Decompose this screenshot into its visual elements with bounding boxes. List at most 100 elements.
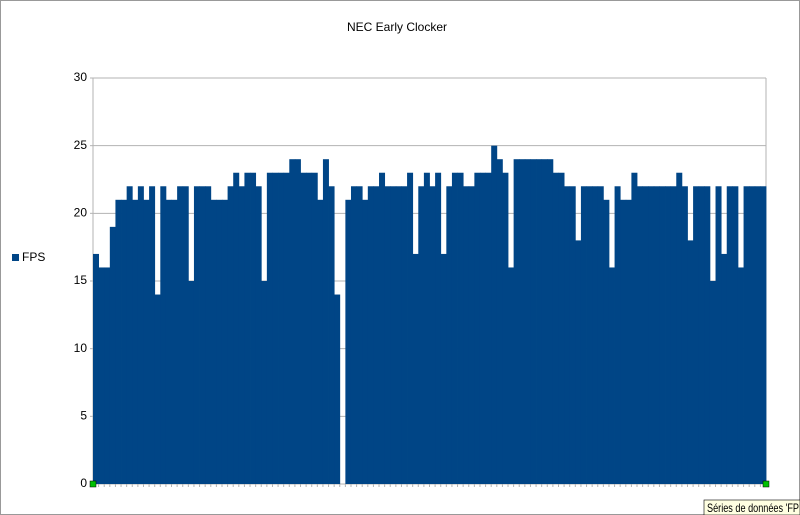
bar — [250, 172, 257, 484]
bar — [648, 186, 655, 484]
bar — [160, 186, 167, 484]
bar — [541, 159, 548, 484]
bar — [278, 172, 285, 484]
bar — [244, 172, 251, 484]
bar — [681, 186, 688, 484]
bar — [547, 159, 554, 484]
bar — [345, 199, 352, 485]
bar — [255, 186, 262, 484]
bar — [446, 186, 453, 484]
bar — [317, 199, 324, 485]
bar — [412, 253, 419, 484]
y-tick-label: 5 — [80, 409, 87, 423]
bar — [322, 159, 329, 484]
bar — [642, 186, 649, 484]
legend-label: FPS — [22, 250, 45, 264]
bar — [620, 199, 627, 485]
bar — [115, 199, 122, 485]
bar — [530, 159, 537, 484]
bar — [625, 199, 632, 485]
bar — [177, 186, 184, 484]
bar — [210, 199, 217, 485]
bar — [221, 199, 228, 485]
bar — [227, 186, 234, 484]
bar — [508, 267, 515, 484]
bar — [121, 199, 128, 485]
bar — [435, 172, 442, 484]
tooltip-text: Séries de données 'FP — [707, 501, 799, 515]
bar — [760, 186, 767, 484]
bar — [137, 186, 144, 484]
bar — [474, 172, 481, 484]
bar — [536, 159, 543, 484]
bar — [451, 172, 458, 484]
bar — [631, 172, 638, 484]
bar — [182, 186, 189, 484]
bar — [193, 186, 200, 484]
bar — [199, 186, 206, 484]
bar — [468, 186, 475, 484]
bar — [367, 186, 374, 484]
bar — [569, 186, 576, 484]
bar — [676, 172, 683, 484]
bar — [592, 186, 599, 484]
bar — [721, 253, 728, 484]
bar — [440, 253, 447, 484]
selection-handle — [762, 480, 770, 488]
bar — [126, 186, 133, 484]
bar — [165, 199, 172, 485]
bar — [149, 186, 156, 484]
selection-handle — [89, 480, 97, 488]
bar — [429, 186, 436, 484]
bar — [586, 186, 593, 484]
bar — [188, 281, 195, 484]
bar — [266, 172, 273, 484]
bar — [715, 186, 722, 484]
bar — [356, 186, 363, 484]
bar — [283, 172, 290, 484]
bar — [294, 159, 301, 484]
legend-swatch — [12, 254, 19, 261]
bar — [558, 172, 565, 484]
bar — [597, 186, 604, 484]
bar — [98, 267, 105, 484]
bar — [704, 186, 711, 484]
bar — [311, 172, 318, 484]
bar — [614, 186, 621, 484]
bar — [132, 199, 139, 485]
bar — [479, 172, 486, 484]
bar — [698, 186, 705, 484]
bar — [362, 199, 369, 485]
bar — [423, 172, 430, 484]
bar — [93, 253, 100, 484]
bar — [407, 172, 414, 484]
bar — [418, 186, 425, 484]
bar — [401, 186, 408, 484]
bar — [732, 186, 739, 484]
bar — [496, 159, 503, 484]
bar — [485, 172, 492, 484]
bar — [580, 186, 587, 484]
bar — [379, 172, 386, 484]
y-tick-label: 20 — [74, 206, 88, 220]
bar — [272, 172, 279, 484]
bar — [143, 199, 150, 485]
y-tick-label: 15 — [74, 273, 88, 287]
y-tick-label: 30 — [74, 70, 88, 84]
tooltip-box — [703, 499, 800, 515]
bar — [608, 267, 615, 484]
bar — [238, 186, 245, 484]
y-tick-label: 25 — [74, 138, 88, 152]
bar — [726, 186, 733, 484]
bar — [693, 186, 700, 484]
bar — [665, 186, 672, 484]
bar — [109, 226, 116, 484]
bar — [637, 186, 644, 484]
bar — [350, 186, 357, 484]
bar — [457, 172, 464, 484]
bar — [216, 199, 223, 485]
bar — [603, 199, 610, 485]
bar — [171, 199, 178, 485]
bar — [687, 240, 694, 484]
